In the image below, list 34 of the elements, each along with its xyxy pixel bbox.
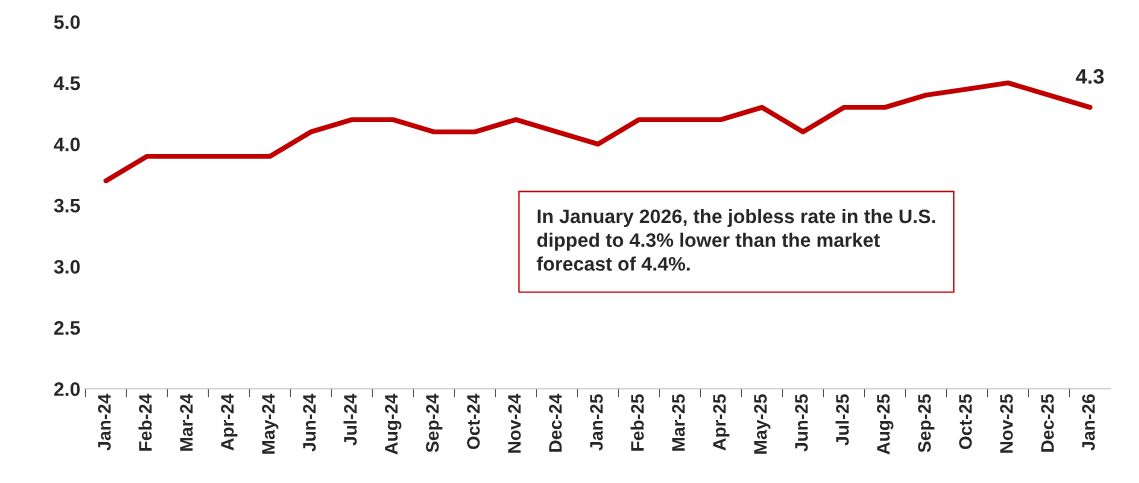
y-tick-label: 5.0 <box>54 15 80 29</box>
x-tick-label: Oct-24 <box>467 393 480 450</box>
x-tick-label: Nov-24 <box>508 393 521 453</box>
x-tick-label: Jun-24 <box>303 393 316 452</box>
x-tick-label: Dec-24 <box>549 393 562 452</box>
x-tick-label: Apr-24 <box>221 393 238 451</box>
x-tick-label: Sep-25 <box>918 394 935 453</box>
y-tick-label: 2.5 <box>54 321 81 335</box>
y-tick-label: 4.5 <box>53 76 81 91</box>
x-tick-label: Dec-25 <box>1041 394 1054 452</box>
x-tick-label: May-24 <box>262 393 279 454</box>
x-tick-label: May-25 <box>754 394 771 454</box>
x-tick-label: Nov-25 <box>1000 394 1013 453</box>
x-tick-label: Mar-24 <box>180 393 193 451</box>
x-tick-label: Aug-25 <box>876 394 894 455</box>
x-tick-label: Jun-25 <box>795 394 808 452</box>
x-tick-label: Jan-26 <box>1082 394 1095 451</box>
y-tick-label: 3.5 <box>53 198 81 213</box>
y-tick-label: 4.0 <box>53 137 80 152</box>
annotation: In January 2026, the jobless rate in the U.S. dipped to 4.3% lower than the market forecast of 4.4%. <box>536 208 935 271</box>
data-label: 4.3 <box>1075 69 1104 84</box>
x-tick-label: Sep-24 <box>426 393 443 453</box>
x-tick-label: Mar-25 <box>672 394 685 451</box>
x-tick-label: Jul-24 <box>343 393 357 446</box>
y-tick-label: 2.0 <box>54 382 80 397</box>
x-tick-label: Oct-25 <box>959 394 972 450</box>
y-tick-label: 3.0 <box>53 259 80 274</box>
x-tick-label: Jan-24 <box>97 393 111 451</box>
x-tick-label: Jan-25 <box>590 394 603 451</box>
x-tick-label: Feb-25 <box>630 394 644 451</box>
x-tick-label: Jul-25 <box>835 394 849 446</box>
x-tick-label: Aug-24 <box>384 393 402 455</box>
x-tick-label: Feb-24 <box>138 393 152 451</box>
x-tick-label: Apr-25 <box>713 394 730 451</box>
